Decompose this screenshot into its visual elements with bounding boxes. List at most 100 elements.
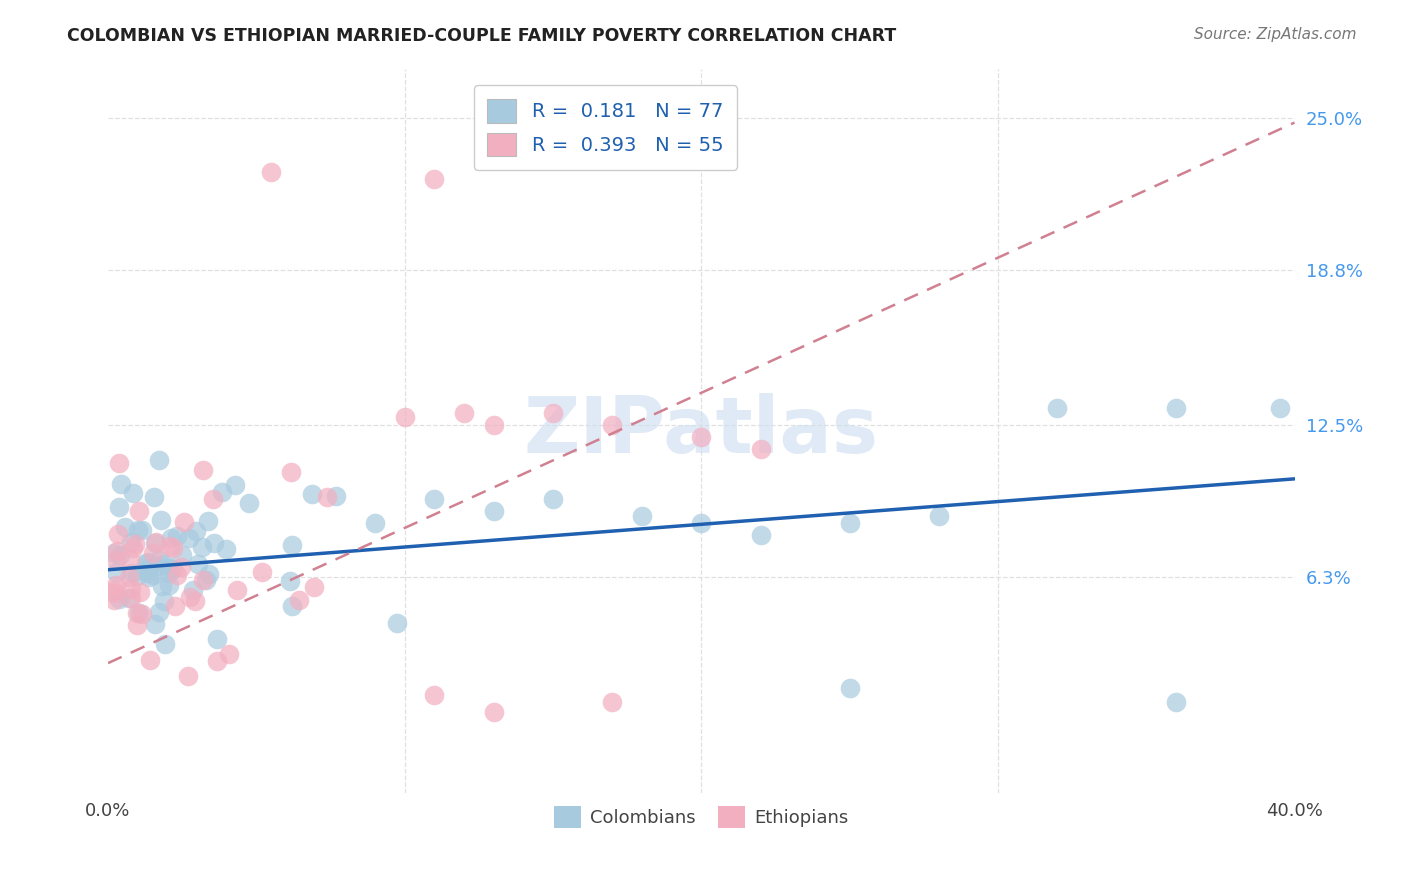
Point [183, 582, 205, 597]
Point [205, 632, 228, 646]
Point [103, 586, 125, 600]
Point [1164, 695, 1187, 709]
Point [150, 579, 173, 593]
Point [385, 616, 408, 631]
Point [600, 695, 623, 709]
Point [122, 486, 145, 500]
Point [125, 618, 148, 632]
Point [155, 637, 177, 651]
Point [155, 557, 177, 571]
Point [482, 706, 505, 720]
Text: ZIPatlas: ZIPatlas [524, 393, 879, 469]
Point [162, 541, 184, 555]
Text: Source: ZipAtlas.com: Source: ZipAtlas.com [1194, 27, 1357, 42]
Point [170, 548, 193, 562]
Point [690, 430, 713, 444]
Point [145, 534, 167, 549]
Point [202, 536, 225, 550]
Point [120, 534, 142, 549]
Point [157, 566, 180, 580]
Point [838, 516, 860, 530]
Point [105, 553, 128, 567]
Point [128, 504, 150, 518]
Text: COLOMBIAN VS ETHIOPIAN MARRIED-COUPLE FAMILY POVERTY CORRELATION CHART: COLOMBIAN VS ETHIOPIAN MARRIED-COUPLE FA… [67, 27, 897, 45]
Point [316, 490, 339, 504]
Point [838, 681, 860, 695]
Point [120, 591, 142, 606]
Point [148, 553, 170, 567]
Legend: Colombians, Ethiopians: Colombians, Ethiopians [547, 798, 855, 835]
Point [103, 593, 125, 607]
Point [142, 546, 165, 560]
Point [177, 669, 200, 683]
Point [287, 593, 309, 607]
Point [197, 515, 219, 529]
Point [631, 508, 654, 523]
Point [104, 566, 127, 580]
Point [238, 495, 260, 509]
Point [194, 573, 217, 587]
Point [107, 456, 129, 470]
Point [157, 578, 180, 592]
Point [142, 568, 165, 582]
Point [143, 535, 166, 549]
Point [117, 569, 139, 583]
Point [541, 491, 564, 506]
Point [131, 524, 153, 538]
Point [928, 508, 950, 523]
Point [124, 537, 146, 551]
Point [118, 552, 141, 566]
Point [139, 652, 162, 666]
Point [107, 526, 129, 541]
Point [184, 524, 207, 538]
Point [127, 606, 149, 620]
Point [1164, 401, 1187, 415]
Point [127, 569, 149, 583]
Point [142, 490, 165, 504]
Point [179, 590, 201, 604]
Point [218, 647, 240, 661]
Point [215, 541, 238, 556]
Point [136, 555, 159, 569]
Point [159, 539, 181, 553]
Point [541, 405, 564, 419]
Point [157, 561, 180, 575]
Point [108, 500, 131, 515]
Point [166, 529, 188, 543]
Point [600, 417, 623, 432]
Point [149, 513, 172, 527]
Point [453, 405, 475, 419]
Point [160, 531, 183, 545]
Point [114, 520, 136, 534]
Point [749, 442, 772, 457]
Point [250, 566, 273, 580]
Point [103, 582, 125, 597]
Point [281, 599, 304, 614]
Point [482, 417, 505, 432]
Point [191, 463, 214, 477]
Point [108, 592, 131, 607]
Point [173, 516, 195, 530]
Point [162, 562, 184, 576]
Point [121, 582, 143, 597]
Point [145, 558, 167, 573]
Point [136, 566, 159, 581]
Point [135, 556, 157, 570]
Point [108, 549, 131, 563]
Point [131, 607, 153, 621]
Point [423, 172, 446, 186]
Point [148, 453, 170, 467]
Point [138, 561, 160, 575]
Point [423, 491, 446, 506]
Point [423, 688, 446, 702]
Point [187, 558, 209, 572]
Point [1268, 401, 1291, 415]
Point [110, 477, 132, 491]
Point [104, 578, 127, 592]
Point [143, 616, 166, 631]
Point [166, 568, 188, 582]
Point [127, 523, 149, 537]
Point [205, 654, 228, 668]
Point [148, 605, 170, 619]
Point [202, 492, 225, 507]
